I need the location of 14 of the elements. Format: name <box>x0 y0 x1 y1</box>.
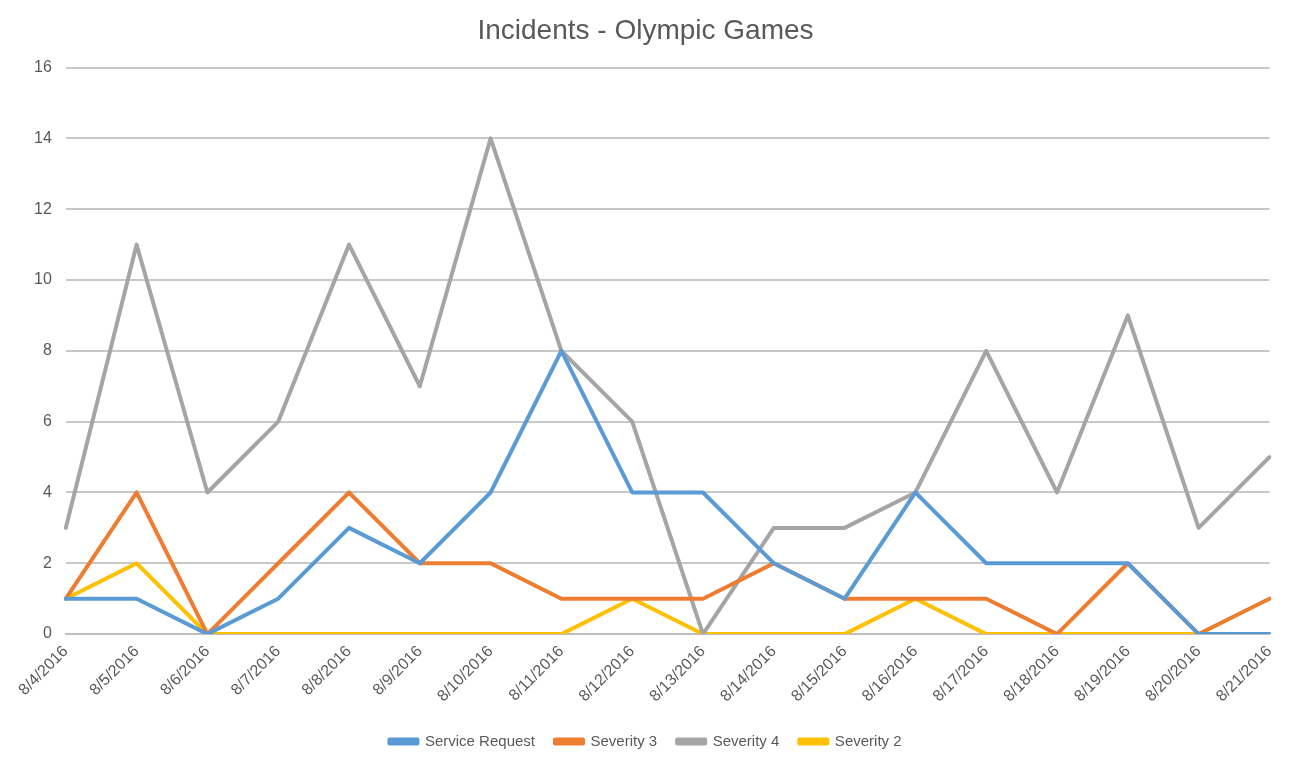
legend-label: Severity 4 <box>712 731 780 749</box>
y-tick-label: 0 <box>42 624 52 642</box>
legend-label: Service Request <box>424 731 536 749</box>
legend-label: Severity 3 <box>590 731 658 749</box>
y-tick-label: 12 <box>34 199 52 217</box>
y-tick-label: 16 <box>34 58 52 76</box>
y-tick-label: 6 <box>42 412 52 430</box>
y-tick-label: 10 <box>34 270 52 288</box>
y-tick-label: 4 <box>42 482 52 500</box>
chart-title: Incidents - Olympic Games <box>477 13 814 45</box>
y-tick-label: 2 <box>42 553 52 571</box>
legend-label: Severity 2 <box>834 731 902 749</box>
y-tick-label: 14 <box>34 128 52 146</box>
y-tick-label: 8 <box>42 341 52 359</box>
